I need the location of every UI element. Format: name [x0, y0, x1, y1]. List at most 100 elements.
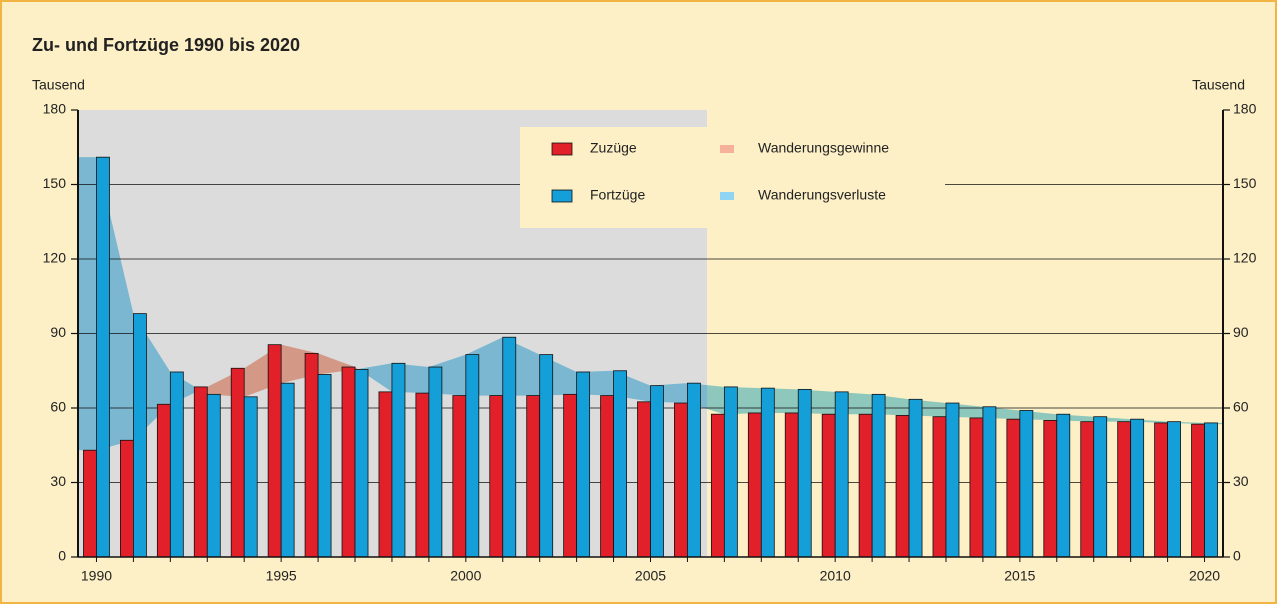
bar [354, 369, 369, 558]
x-tick-label: 1995 [266, 568, 297, 584]
bar [169, 371, 184, 558]
bar [317, 374, 332, 558]
bar [83, 449, 97, 558]
bar [1130, 418, 1145, 558]
bar [895, 415, 910, 558]
legend: Zuzüge Fortzüge Wanderungsgewinne Wanderung… [551, 140, 889, 203]
y2-tick-label: 0 [1233, 548, 1241, 564]
bar [1167, 421, 1181, 558]
bar [539, 354, 554, 558]
bar [982, 406, 997, 558]
bar [452, 395, 467, 558]
bar [858, 413, 873, 558]
bar [760, 387, 775, 558]
y-tick-label: 120 [43, 250, 67, 266]
bar [747, 412, 762, 558]
axes: 0 30 60 90 120 150 180 0 30 60 90 120 150 180 1990 1995… [43, 101, 1257, 584]
y-tick-label: 0 [58, 548, 66, 564]
bar [428, 366, 443, 558]
legend-label: Fortzüge [590, 187, 645, 203]
bar [304, 352, 319, 558]
y-tick-label: 150 [43, 175, 67, 191]
bar [723, 386, 738, 558]
bar [563, 393, 578, 558]
bar [489, 395, 504, 558]
bar [797, 388, 812, 558]
bar [391, 362, 406, 558]
y2-tick-label: 60 [1233, 399, 1249, 415]
bar [969, 417, 984, 558]
bar [415, 392, 430, 558]
x-tick-label: 2000 [450, 568, 481, 584]
bar [502, 336, 517, 558]
bar [687, 382, 701, 558]
bar [821, 413, 836, 558]
legend-swatch [720, 145, 734, 153]
bar [1204, 422, 1218, 558]
bar [871, 393, 886, 558]
legend-label: Wanderungsverluste [758, 187, 886, 203]
x-tick-label: 2015 [1004, 568, 1035, 584]
migration-area [78, 157, 97, 451]
bar [230, 367, 245, 558]
bars [83, 156, 1218, 558]
bar [193, 386, 208, 558]
bar [650, 385, 664, 558]
y2-axis-label: Tausend [1192, 77, 1245, 93]
bar [133, 313, 147, 558]
bar [1019, 410, 1034, 558]
legend-swatch [551, 142, 573, 156]
y2-tick-label: 30 [1233, 473, 1249, 489]
bar [243, 396, 258, 558]
x-tick-label: 2020 [1189, 568, 1220, 584]
bar [378, 391, 393, 558]
x-tick-label: 2005 [635, 568, 666, 584]
y2-tick-label: 180 [1233, 101, 1257, 117]
bar [96, 156, 110, 558]
bar [1056, 413, 1071, 558]
bar [600, 395, 614, 558]
bar [613, 370, 627, 558]
bar [267, 344, 282, 558]
x-tick-label: 2010 [820, 568, 851, 584]
bar [932, 416, 947, 558]
bar [465, 354, 480, 558]
bar [1093, 416, 1108, 558]
bar [1080, 421, 1095, 558]
bar [710, 413, 725, 558]
chart-title: Zu- und Fortzüge 1990 bis 2020 [32, 35, 300, 55]
y-tick-label: 180 [43, 101, 67, 117]
bar [1006, 418, 1021, 558]
y-tick-label: 60 [50, 399, 66, 415]
bar [156, 403, 171, 558]
legend-swatch [720, 192, 734, 200]
y-axis-label: Tausend [32, 77, 85, 93]
legend-label: Wanderungsgewinne [758, 140, 889, 156]
bar [1117, 421, 1132, 558]
bar [1043, 420, 1058, 558]
y2-tick-label: 120 [1233, 250, 1257, 266]
migration-area [355, 367, 358, 370]
bar [576, 371, 591, 558]
bar [674, 402, 688, 558]
bar [280, 382, 295, 558]
legend-label: Zuzüge [590, 140, 637, 156]
y2-tick-label: 150 [1233, 175, 1257, 191]
bar [908, 398, 923, 558]
y-tick-label: 90 [50, 324, 66, 340]
bar [206, 393, 221, 558]
bar [1191, 423, 1205, 558]
bar [1154, 422, 1168, 558]
y-tick-label: 30 [50, 473, 66, 489]
bar [120, 439, 134, 558]
bar [834, 391, 849, 558]
x-tick-label: 1990 [81, 568, 112, 584]
bar [945, 402, 960, 558]
bar [637, 401, 651, 558]
bar [526, 395, 541, 558]
bar [784, 412, 799, 558]
bar [341, 366, 356, 558]
legend-swatch [551, 189, 573, 203]
